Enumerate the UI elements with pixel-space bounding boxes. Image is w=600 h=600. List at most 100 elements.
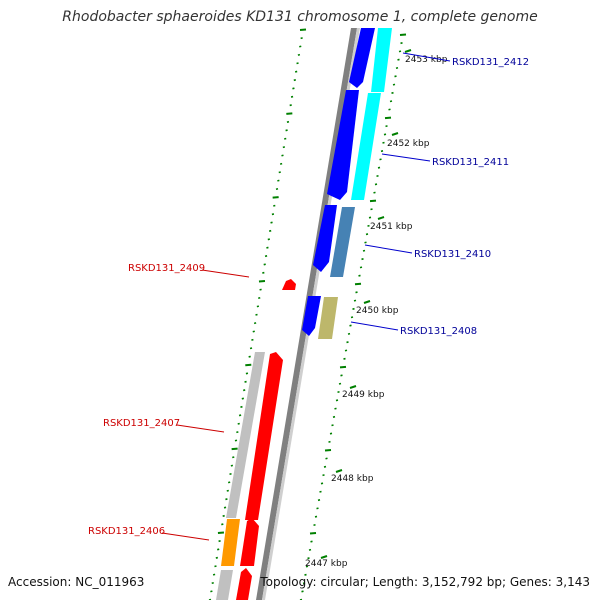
left-scale-tick (215, 556, 219, 559)
right-scale-tick (347, 332, 351, 335)
gene-2411-cyan[interactable] (351, 93, 381, 200)
gene-2407-red[interactable] (245, 352, 283, 520)
gene-2407-grey[interactable] (226, 352, 265, 518)
left-scale-tick (258, 296, 261, 300)
right-scale-tick (385, 125, 388, 128)
right-scale-tick (400, 42, 403, 45)
left-scale-tick (214, 565, 217, 568)
left-scale-tick (292, 87, 295, 90)
left-scale-tick (217, 548, 220, 551)
forward-strand-genes (302, 28, 375, 336)
right-scale-tick (307, 557, 310, 560)
accession-text: Accession: NC_011963 (8, 575, 145, 589)
left-scale-tick (231, 447, 238, 451)
left-scale-tick (267, 238, 271, 241)
right-scale-tick (301, 590, 304, 593)
gene-arrow-2408-blue[interactable] (302, 296, 321, 336)
right-scale-tick (373, 191, 376, 194)
left-scale-tick (299, 28, 307, 31)
left-scale-tick (234, 439, 238, 442)
gene-2409-red[interactable] (282, 279, 296, 290)
gene-arrow-2412-blue[interactable] (349, 28, 375, 88)
right-scale-tick (338, 382, 342, 385)
right-scale-tick (323, 465, 327, 468)
right-scale-tick (310, 540, 313, 543)
right-scale-tick (322, 474, 325, 477)
left-scale-tick (222, 514, 225, 517)
left-scale-tick (294, 70, 298, 73)
left-scale-tick (256, 305, 260, 308)
right-scale-tick (334, 407, 337, 410)
gene-label-rskd131-2408[interactable]: RSKD131_2408 (400, 326, 477, 337)
right-scale-tick (346, 341, 349, 344)
right-scale-tick (332, 415, 336, 418)
left-scale-tick (277, 179, 280, 182)
left-scale-tick (244, 380, 247, 383)
gene-label-rskd131-2409[interactable]: RSKD131_2409 (128, 263, 205, 274)
gene-2405-grey[interactable] (216, 570, 233, 600)
right-scale-tick (398, 50, 402, 53)
right-scale-tick (316, 507, 319, 510)
paired-genes (318, 28, 392, 339)
left-scale-tick (259, 288, 262, 291)
right-scale-tick (331, 424, 334, 427)
gene-2405-red[interactable] (236, 568, 252, 600)
gene-label-rskd131-2410[interactable]: RSKD131_2410 (414, 249, 491, 260)
gene-label-rskd131-2412[interactable]: RSKD131_2412 (452, 57, 529, 68)
right-scale-tick (353, 299, 357, 302)
left-scale-tick (223, 506, 227, 509)
right-scale-tick (368, 216, 372, 219)
left-scale-tick (230, 464, 234, 467)
right-scale-tick (365, 233, 369, 236)
right-scale-tick (337, 391, 340, 394)
left-scale-tick (253, 322, 257, 325)
left-scale-tick (211, 581, 214, 585)
scale-ticks (208, 28, 407, 600)
left-scale-tick (297, 53, 301, 56)
left-scale-tick (266, 246, 269, 249)
right-scale-tick (314, 515, 318, 518)
kbp-label-2448: 2448 kbp (331, 474, 374, 484)
left-scale-tick (236, 431, 239, 434)
gene-arrow-2411-blue[interactable] (327, 90, 359, 200)
left-scale-tick (241, 397, 245, 400)
right-scale-tick (324, 448, 332, 452)
left-scale-tick (238, 414, 242, 417)
right-scale-tick (374, 183, 378, 186)
right-scale-tick (384, 116, 392, 120)
gene-label-rskd131-2407[interactable]: RSKD131_2407 (103, 418, 180, 429)
topology-text: Topology: circular; Length: 3,152,792 bp… (260, 575, 590, 589)
kbp-scale-labels: 2447 kbp 2448 kbp 2449 kbp 2450 kbp 2451… (305, 49, 448, 569)
left-scale-tick (229, 472, 232, 476)
left-scale-tick (249, 347, 253, 350)
gene-2408-khaki[interactable] (318, 297, 338, 339)
gene-2406-red[interactable] (240, 518, 259, 566)
left-scale-tick (290, 95, 294, 98)
gene-2406-orange[interactable] (221, 519, 240, 566)
gene-2410-steelblue[interactable] (330, 207, 355, 277)
left-scale-tick (268, 229, 272, 232)
left-scale-tick (282, 146, 286, 149)
right-scale-tick (352, 307, 355, 310)
left-scale-tick (210, 590, 213, 593)
right-scale-tick (320, 482, 324, 485)
left-scale-tick (300, 37, 303, 40)
left-scale-tick (272, 196, 279, 199)
gene-label-rskd131-2411[interactable]: RSKD131_2411 (432, 157, 509, 168)
left-scale-tick (251, 338, 254, 341)
right-scale-tick (376, 174, 379, 178)
right-scale-tick (309, 532, 317, 535)
right-scale-tick (383, 133, 387, 136)
left-scale-tick (248, 355, 251, 358)
right-scale-tick (349, 324, 352, 327)
right-scale-tick (362, 249, 366, 252)
left-scale-tick (273, 204, 276, 207)
gene-2412-cyan[interactable] (371, 28, 392, 92)
gene-label-rskd131-2406[interactable]: RSKD131_2406 (88, 526, 165, 537)
right-scale-tick (340, 374, 343, 377)
right-scale-tick (392, 83, 396, 86)
kbp-label-2451: 2451 kbp (370, 222, 413, 232)
right-scale-tick (335, 399, 339, 402)
kbp-label-2449: 2449 kbp (342, 390, 385, 400)
gene-arrow-2410-blue[interactable] (313, 205, 337, 272)
